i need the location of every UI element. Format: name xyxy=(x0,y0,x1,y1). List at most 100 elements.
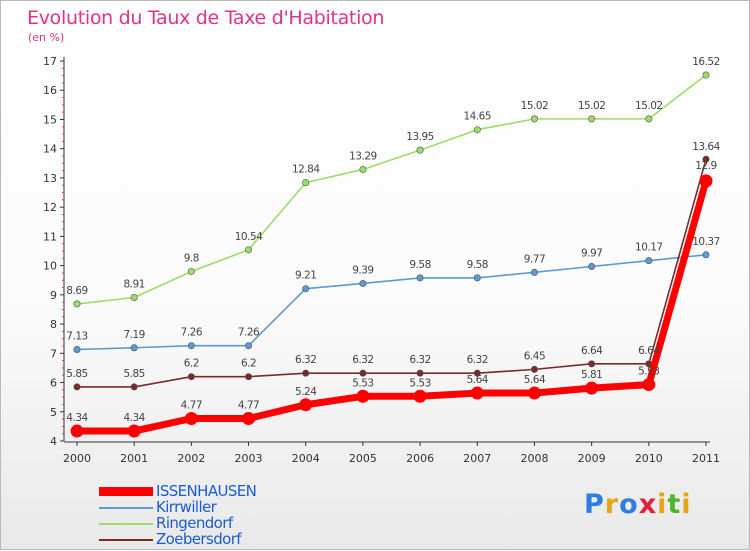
data-point xyxy=(530,115,538,123)
data-label: 6.32 xyxy=(467,354,488,366)
data-label: 8.69 xyxy=(66,285,87,297)
data-point xyxy=(473,126,481,134)
legend-swatch xyxy=(99,539,153,541)
data-point xyxy=(585,381,599,395)
data-label: 12.84 xyxy=(292,164,320,176)
data-point xyxy=(642,378,656,392)
data-point xyxy=(73,346,81,354)
data-point xyxy=(127,424,141,438)
legend-label: ISSENHAUSEN xyxy=(156,482,257,500)
data-label: 13.95 xyxy=(406,131,434,143)
data-label: 4.77 xyxy=(181,399,202,411)
data-point xyxy=(187,373,195,381)
logo-letter: x xyxy=(638,489,658,520)
data-point xyxy=(359,369,367,377)
y-tick-label: 7 xyxy=(50,347,57,360)
data-point xyxy=(299,398,313,412)
data-label: 5.64 xyxy=(467,374,489,386)
data-label: 9.21 xyxy=(295,270,316,282)
data-point xyxy=(359,165,367,173)
data-label: 9.97 xyxy=(581,247,602,259)
y-tick-label: 17 xyxy=(43,55,57,68)
data-label: 8.91 xyxy=(123,278,144,290)
logo-letter: P xyxy=(584,489,605,520)
x-tick-label: 2004 xyxy=(292,452,320,465)
data-label: 6.64 xyxy=(581,345,603,357)
data-label: 10.54 xyxy=(235,231,263,243)
legend-swatch xyxy=(99,523,153,525)
data-label: 5.53 xyxy=(409,377,430,389)
x-tick-label: 2000 xyxy=(63,452,91,465)
y-tick-label: 11 xyxy=(43,230,57,243)
data-point xyxy=(245,373,253,381)
data-label: 5.93 xyxy=(638,366,659,378)
data-point xyxy=(245,342,253,350)
y-tick-label: 8 xyxy=(50,318,57,331)
data-point xyxy=(302,179,310,187)
data-point xyxy=(416,146,424,154)
data-point xyxy=(588,360,596,368)
series-line-kirrwiller xyxy=(76,254,707,351)
data-label: 6.45 xyxy=(524,350,545,362)
data-point xyxy=(184,411,198,425)
data-label: 15.02 xyxy=(635,100,663,112)
data-point xyxy=(359,279,367,287)
data-label: 5.85 xyxy=(66,368,87,380)
data-label: 6.2 xyxy=(184,358,199,370)
data-label: 4.34 xyxy=(123,412,145,424)
data-point xyxy=(356,389,370,403)
data-point xyxy=(530,365,538,373)
data-label: 12.9 xyxy=(695,160,716,172)
x-tick-label: 2006 xyxy=(406,452,434,465)
series-line-zoebersdorf xyxy=(76,158,707,388)
y-tick-label: 4 xyxy=(50,435,57,448)
legend-swatch xyxy=(99,507,153,509)
data-label: 5.53 xyxy=(352,377,373,389)
x-tick-label: 2008 xyxy=(520,452,548,465)
y-tick-label: 5 xyxy=(50,406,57,419)
logo-letter: o xyxy=(619,489,639,520)
data-point xyxy=(473,274,481,282)
data-point xyxy=(187,267,195,275)
data-label: 16.52 xyxy=(692,56,720,68)
chart-title: Evolution du Taux de Taxe d'Habitation xyxy=(27,7,385,29)
data-label: 6.32 xyxy=(409,354,430,366)
x-tick-label: 2003 xyxy=(235,452,263,465)
data-label: 15.02 xyxy=(578,100,606,112)
data-point xyxy=(645,115,653,123)
data-point xyxy=(187,342,195,350)
legend-swatch xyxy=(99,487,153,496)
x-tick-label: 2009 xyxy=(578,452,606,465)
data-label: 9.8 xyxy=(184,252,199,264)
x-tick-label: 2005 xyxy=(349,452,377,465)
data-point xyxy=(702,71,710,79)
data-label: 13.64 xyxy=(692,141,720,153)
data-point xyxy=(245,246,253,254)
data-label: 10.37 xyxy=(692,236,720,248)
data-label: 6.32 xyxy=(352,354,373,366)
data-label: 9.77 xyxy=(524,253,545,265)
data-label: 6.32 xyxy=(295,354,316,366)
x-tick-label: 2011 xyxy=(692,452,720,465)
logo-letter: i xyxy=(657,489,668,520)
x-tick-label: 2001 xyxy=(120,452,148,465)
logo-letter: t xyxy=(667,489,682,520)
data-point xyxy=(416,274,424,282)
data-point xyxy=(416,369,424,377)
data-point xyxy=(70,424,84,438)
y-tick-label: 6 xyxy=(50,377,57,390)
x-tick-label: 2002 xyxy=(177,452,205,465)
data-label: 7.19 xyxy=(123,329,144,341)
data-label: 9.58 xyxy=(409,259,430,271)
data-point xyxy=(470,386,484,400)
legend-label: Ringendorf xyxy=(156,514,233,532)
data-label: 9.39 xyxy=(352,264,373,276)
chart-subtitle: (en %) xyxy=(28,31,65,44)
legend-label: Zoebersdorf xyxy=(156,530,242,548)
data-label: 5.64 xyxy=(524,374,546,386)
data-label: 7.13 xyxy=(66,331,87,343)
data-label: 4.77 xyxy=(238,399,259,411)
data-point xyxy=(302,369,310,377)
data-point xyxy=(130,344,138,352)
